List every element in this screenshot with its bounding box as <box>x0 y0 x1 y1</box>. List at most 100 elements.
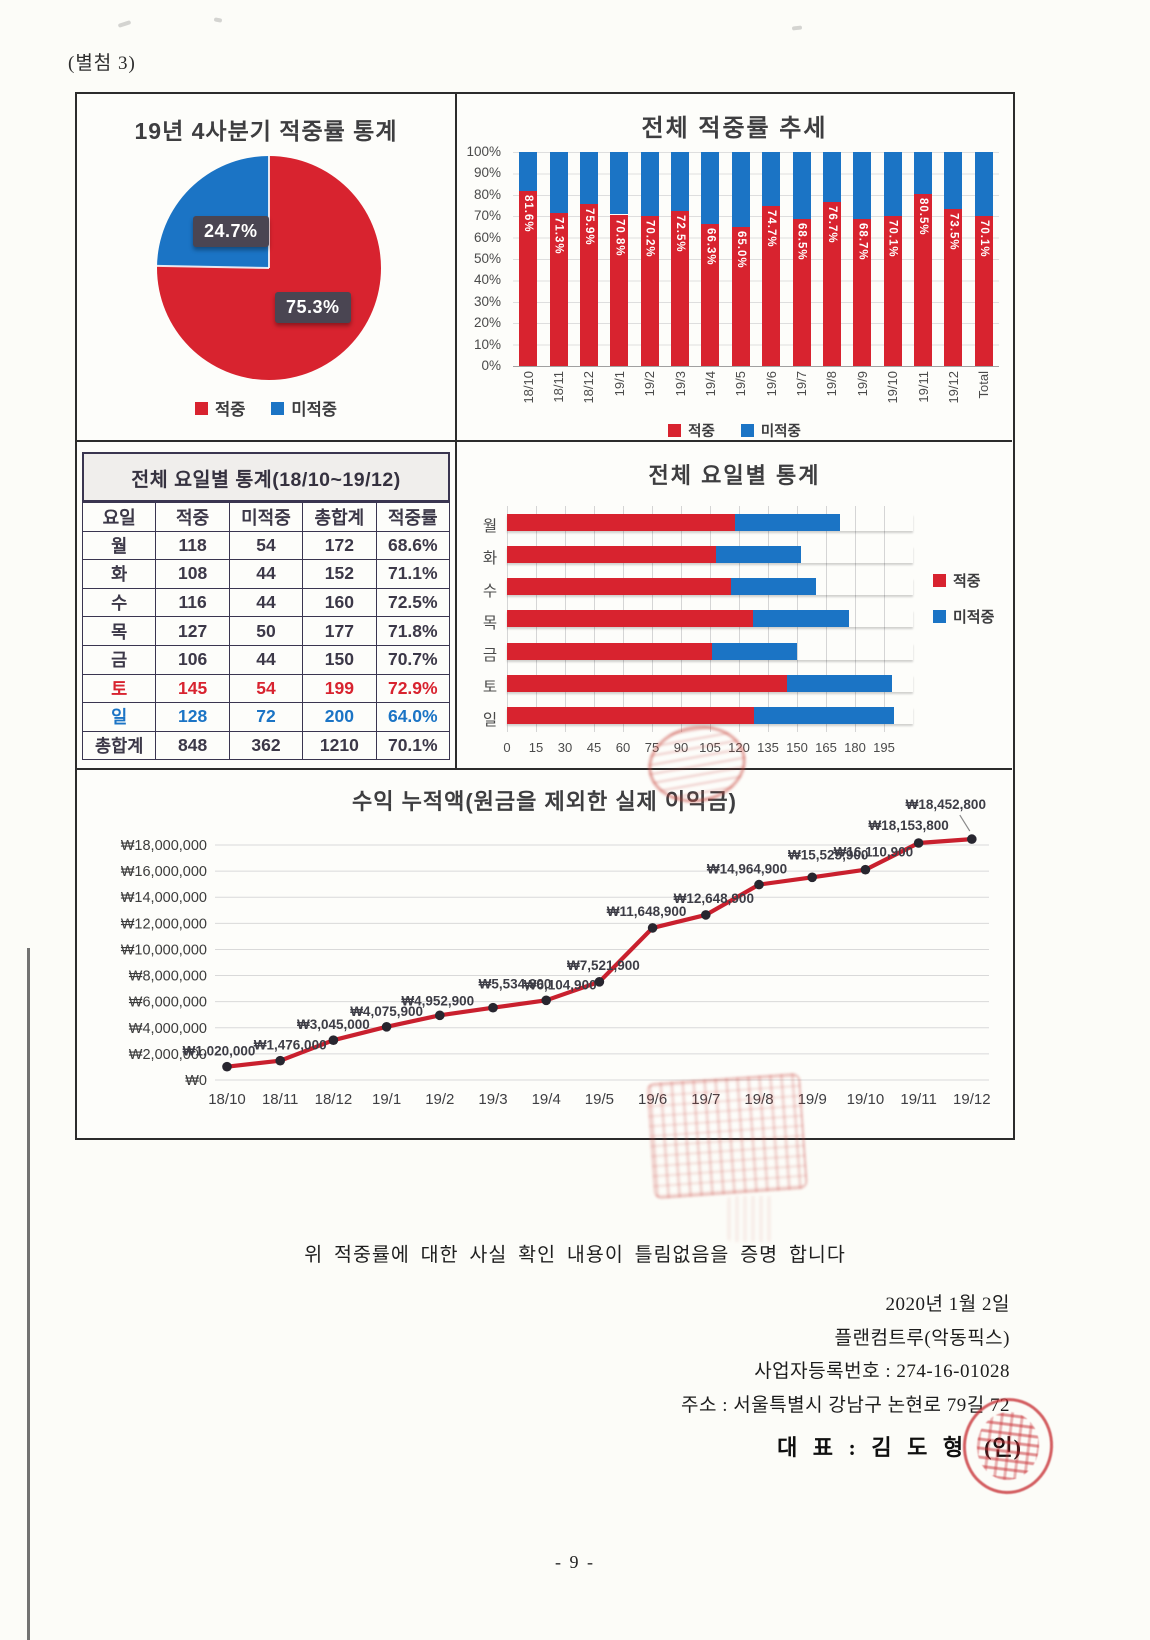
x-axis-tick-label: 19/9 <box>854 371 870 397</box>
hit-bar-segment: 65.0% <box>731 226 750 366</box>
data-point-label: ₩5,534,900 <box>479 977 552 992</box>
x-axis-tick: 19/3 <box>665 371 695 423</box>
table-row: 목 127 50 177 71.8% <box>81 616 451 646</box>
weekday-chart-title: 전체 요일별 통계 <box>648 463 821 488</box>
trend-bar-column: 68.7% <box>847 152 877 366</box>
x-axis-tick-label: 18/11 <box>551 371 567 403</box>
legend-item-hit: 적중 <box>933 570 994 591</box>
hit-bar-segment <box>507 513 736 531</box>
trend-bar-column: 74.7% <box>756 152 786 366</box>
category-label: 화 <box>482 550 498 568</box>
red-seal-stamp-overlay <box>646 1072 808 1200</box>
x-axis-tick-label: 0 <box>503 740 511 755</box>
miss-bar-segment <box>883 152 902 216</box>
x-axis-tick-label: Total <box>976 371 992 399</box>
x-axis-tick: 19/4 <box>695 371 725 423</box>
miss-bar-segment <box>731 578 817 596</box>
trend-bar-column: 70.1% <box>969 152 999 366</box>
weekday-bar-row <box>507 506 913 538</box>
y-axis-tick-label: 90% <box>473 165 501 181</box>
pie-miss-value-label: 24.7% <box>193 216 269 247</box>
hit-bar-segment <box>507 610 753 628</box>
data-point-label: ₩14,964,900 <box>707 862 787 877</box>
table-cell: 116 <box>155 587 230 618</box>
table-cell: 목 <box>81 616 157 646</box>
table-cell: 108 <box>155 559 230 589</box>
table-cell: 106 <box>155 644 230 675</box>
hit-bar-segment: 81.6% <box>519 191 538 366</box>
data-point-marker <box>701 910 711 920</box>
data-point-marker <box>594 977 605 987</box>
x-axis-tick-label: 18/10 <box>208 1091 246 1108</box>
x-axis-tick-label: 19/11 <box>900 1091 936 1108</box>
signature-block: 2020년 1월 2일 플랜컴트루(악동픽스) 사업자등록번호 : 274-16… <box>681 1288 1010 1422</box>
x-axis-tick-label: 105 <box>699 740 721 755</box>
x-axis-tick-label: 75 <box>644 740 660 755</box>
x-axis-tick: Total <box>969 371 999 423</box>
bar-value-label: 80.5% <box>917 197 930 236</box>
miss-bar-segment <box>735 513 840 531</box>
data-point-marker <box>913 838 924 848</box>
trend-y-axis: 100% 90% 80% 70% 60% 50% 40% 30% 20% 10% 0% <box>457 144 509 373</box>
table-row: 총합계 848 362 1210 70.1% <box>81 730 451 761</box>
x-axis-tick-label: 18/10 <box>520 371 536 404</box>
table-cell: 44 <box>228 559 304 589</box>
bar-value-label: 81.6% <box>522 195 535 233</box>
table-cell: 152 <box>302 559 377 589</box>
bar-value-label: 75.9% <box>582 207 595 246</box>
table-row: 화 108 44 152 71.1% <box>81 559 451 589</box>
weekday-stacked-bar <box>507 675 913 693</box>
pie-slice-divider <box>268 156 270 268</box>
profit-line-series <box>224 836 974 1069</box>
trend-chart-panel: 전체 적중률 추세 100% 90% 80% 70% 60% 50% 40% 30% 20% 10… <box>457 94 1012 442</box>
table-header-cell: 총합계 <box>302 502 377 532</box>
pie-chart-title: 19년 4사분기 적중률 통계 <box>134 118 398 144</box>
miss-bar-segment <box>711 642 797 660</box>
hit-bar-segment: 66.3% <box>701 224 720 366</box>
table-cell: 1210 <box>302 730 377 761</box>
miss-bar-segment <box>731 152 750 227</box>
category-label: 금 <box>482 647 498 665</box>
miss-bar-segment <box>853 152 872 219</box>
hit-bar-segment: 68.7% <box>853 218 872 366</box>
miss-legend-label: 미적중 <box>953 609 995 626</box>
attachment-label: (별첨 3) <box>68 53 136 74</box>
y-axis-tick-label: ₩6,000,000 <box>129 995 207 1011</box>
x-axis-tick-label: 19/10 <box>885 371 901 404</box>
x-axis-tick-label: 30 <box>557 740 573 755</box>
table-cell: 일 <box>81 702 157 732</box>
trend-bar-column: 66.3% <box>695 152 725 366</box>
x-axis-tick: 19/6 <box>756 371 786 423</box>
profit-chart-panel: 수익 누적액(원금을 제외한 실제 이익금) ₩18,000,000 ₩16,00… <box>77 770 1012 1137</box>
trend-bar-column: 80.5% <box>908 152 938 366</box>
scan-artifact <box>117 20 132 28</box>
weekday-stacked-bar <box>507 610 913 628</box>
x-axis-tick-label: 19/3 <box>672 371 688 397</box>
data-point-label: ₩18,452,800 <box>906 797 986 812</box>
report-chart-grid: 19년 4사분기 적중률 통계 24.7% 75.3% 적중 미적중 전체 적중… <box>75 92 1015 1140</box>
x-axis-tick: 19/1 <box>604 371 634 423</box>
hit-bar-segment: 75.9% <box>579 203 598 366</box>
x-axis-tick: 19/12 <box>938 371 968 423</box>
x-axis-tick-label: 18/12 <box>315 1091 353 1108</box>
hit-legend-swatch-icon <box>195 401 209 415</box>
table-header-cell: 적중 <box>155 502 230 532</box>
x-axis-tick-label: 15 <box>528 740 544 755</box>
table-cell: 200 <box>302 702 377 732</box>
hit-bar-segment: 68.5% <box>792 219 811 366</box>
miss-bar-segment <box>519 152 538 192</box>
miss-bar-segment <box>671 152 690 211</box>
x-axis-tick-label: 19/12 <box>953 1091 991 1108</box>
table-header-cell: 적중률 <box>375 502 451 532</box>
hit-legend-label: 적중 <box>215 401 246 419</box>
y-axis-tick-label: 100% <box>466 144 501 159</box>
x-axis-tick-label: 19/4 <box>702 371 718 397</box>
weekday-table-panel: 전체 요일별 통계(18/10~19/12) 요일 적중 미적중 총합계 적중률 월 118… <box>77 442 457 770</box>
bar-value-label: 71.3% <box>552 217 565 256</box>
data-point-label: ₩18,153,800 <box>868 818 948 833</box>
trend-bar-column: 70.2% <box>635 152 665 366</box>
table-cell: 월 <box>81 530 157 561</box>
x-axis-tick-label: 19/3 <box>478 1091 507 1108</box>
hit-bar-segment: 70.8% <box>610 214 629 366</box>
